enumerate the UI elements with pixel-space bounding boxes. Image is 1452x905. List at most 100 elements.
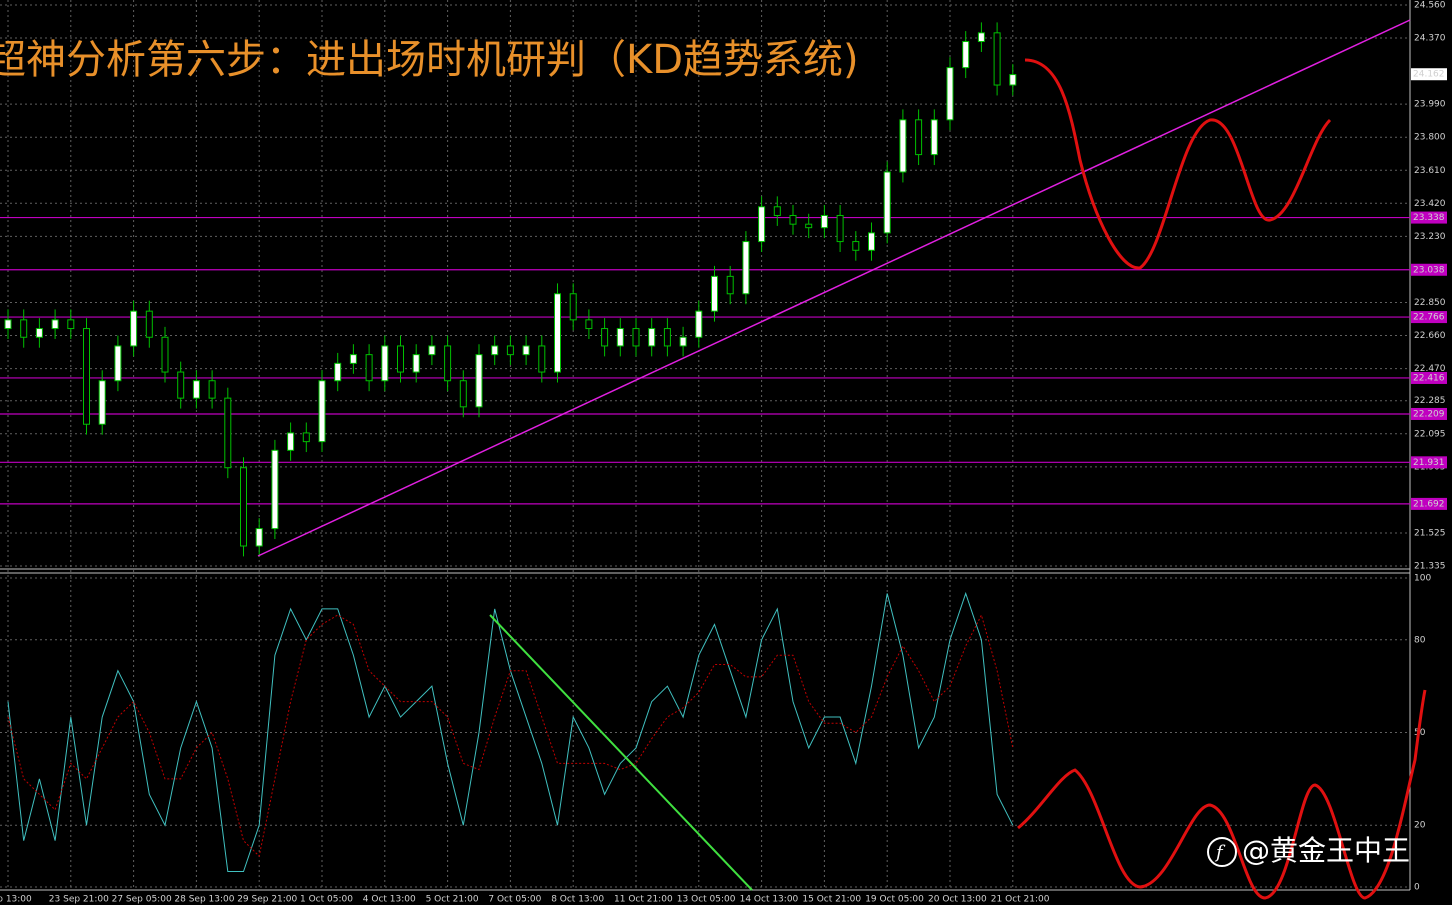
candle-body (412, 354, 420, 373)
candle-body (616, 328, 624, 347)
candle-body (679, 336, 687, 347)
candle-body (569, 293, 577, 321)
x-tick-label: 23 Sep 21:00 (49, 895, 109, 905)
y-tick-label: 23.610 (1414, 166, 1446, 176)
candle-body (459, 380, 467, 408)
y-tick-label: 24.370 (1414, 34, 1446, 44)
candle-body (114, 345, 122, 382)
candle-body (883, 171, 891, 234)
y-tick-label: 22.470 (1414, 364, 1446, 374)
level-label: 22.416 (1413, 373, 1445, 383)
candle-body (35, 328, 43, 338)
y-tick-label: 22.095 (1414, 429, 1446, 439)
title: 超神分析第六步：进出场时机研判（KD趋势系统) (0, 37, 859, 83)
candle-body (773, 206, 781, 216)
x-tick-label: 29 Sep 21:00 (237, 895, 297, 905)
candle-body (20, 319, 28, 338)
candle-body (585, 319, 593, 330)
candle-body (820, 214, 828, 229)
y-tick-label: 20 (1414, 821, 1426, 831)
candle-body (177, 371, 185, 399)
candle-body (930, 119, 938, 156)
candle-body (491, 345, 499, 356)
candle-body (506, 345, 514, 356)
trend-line (257, 19, 1411, 557)
candle-body (538, 345, 546, 373)
candle-body (977, 32, 985, 43)
candle-body (83, 328, 90, 425)
y-tick-label: 23.800 (1414, 133, 1446, 143)
candle-body (554, 293, 561, 373)
x-tick-label: 7 Oct 05:00 (488, 895, 541, 905)
candle-body (318, 380, 326, 443)
y-tick-label: 0 (1414, 883, 1420, 893)
y-tick-label: 23.230 (1414, 232, 1446, 242)
candle-body (192, 380, 200, 399)
y-tick-label: 22.285 (1414, 396, 1446, 406)
candle-body (4, 319, 12, 330)
x-tick-label: 8 Oct 13:00 (551, 895, 604, 905)
x-tick-label: Sep 13:00 (0, 895, 32, 905)
candle-body (255, 528, 263, 547)
level-label: 23.038 (1413, 265, 1445, 275)
watermark: f @黄金王中王 (1207, 834, 1410, 867)
candle-body (428, 345, 436, 356)
candle-body (993, 32, 1001, 86)
grid (0, 0, 1410, 890)
candle-body (601, 328, 609, 347)
candle-body (67, 319, 75, 330)
candle-body (758, 206, 766, 243)
candle-body (726, 275, 734, 295)
projection-curve (1017, 689, 1427, 900)
projection-curve (1024, 58, 1332, 270)
candle-body (444, 345, 452, 382)
candle-body (836, 214, 844, 243)
x-tick-label: 28 Sep 13:00 (174, 895, 234, 905)
candle-body (334, 362, 342, 382)
candle-body (663, 328, 671, 347)
candle-body (349, 354, 357, 364)
candle-body (632, 328, 640, 347)
candle-body (868, 232, 875, 251)
candle-body (915, 119, 923, 156)
candle-body (852, 241, 860, 251)
candle-body (695, 310, 703, 338)
candle-body (648, 328, 656, 347)
y-tick-label: 21.335 (1414, 562, 1446, 572)
y-tick-label: 24.560 (1414, 1, 1446, 11)
y-tick-label: 23.990 (1414, 100, 1446, 110)
candle-body (899, 119, 907, 173)
candle-body (224, 397, 232, 469)
level-label-box (1411, 371, 1447, 384)
kd-line (7, 613, 1014, 858)
candle-body (381, 345, 389, 382)
candle-body (742, 241, 750, 295)
candle-body (302, 432, 310, 443)
watermark-icon (1207, 837, 1237, 867)
candle-body (962, 41, 970, 69)
candle-body (208, 380, 216, 399)
level-label-box (1411, 407, 1447, 420)
candle-body (397, 345, 404, 373)
y-tick-label: 21.525 (1414, 528, 1446, 538)
x-tick-label: 14 Oct 13:00 (740, 895, 799, 905)
candle-body (475, 354, 483, 408)
level-label-box (1411, 497, 1447, 510)
x-tick-label: 21 Oct 21:00 (991, 895, 1050, 905)
kd-trend-line (489, 614, 753, 891)
level-label-box (1411, 211, 1447, 224)
candle-body (805, 223, 813, 229)
x-tick-label: 4 Oct 13:00 (363, 895, 416, 905)
x-tick-label: 20 Oct 13:00 (928, 895, 987, 905)
x-tick-label: 13 Oct 05:00 (677, 895, 736, 905)
x-tick-label: 15 Oct 21:00 (802, 895, 861, 905)
candle-body (51, 319, 59, 330)
level-label: 21.692 (1413, 499, 1445, 509)
level-label-box (1411, 456, 1447, 469)
y-tick-label: 22.660 (1414, 331, 1446, 341)
candle-body (789, 214, 797, 225)
candle-body (1009, 74, 1017, 86)
